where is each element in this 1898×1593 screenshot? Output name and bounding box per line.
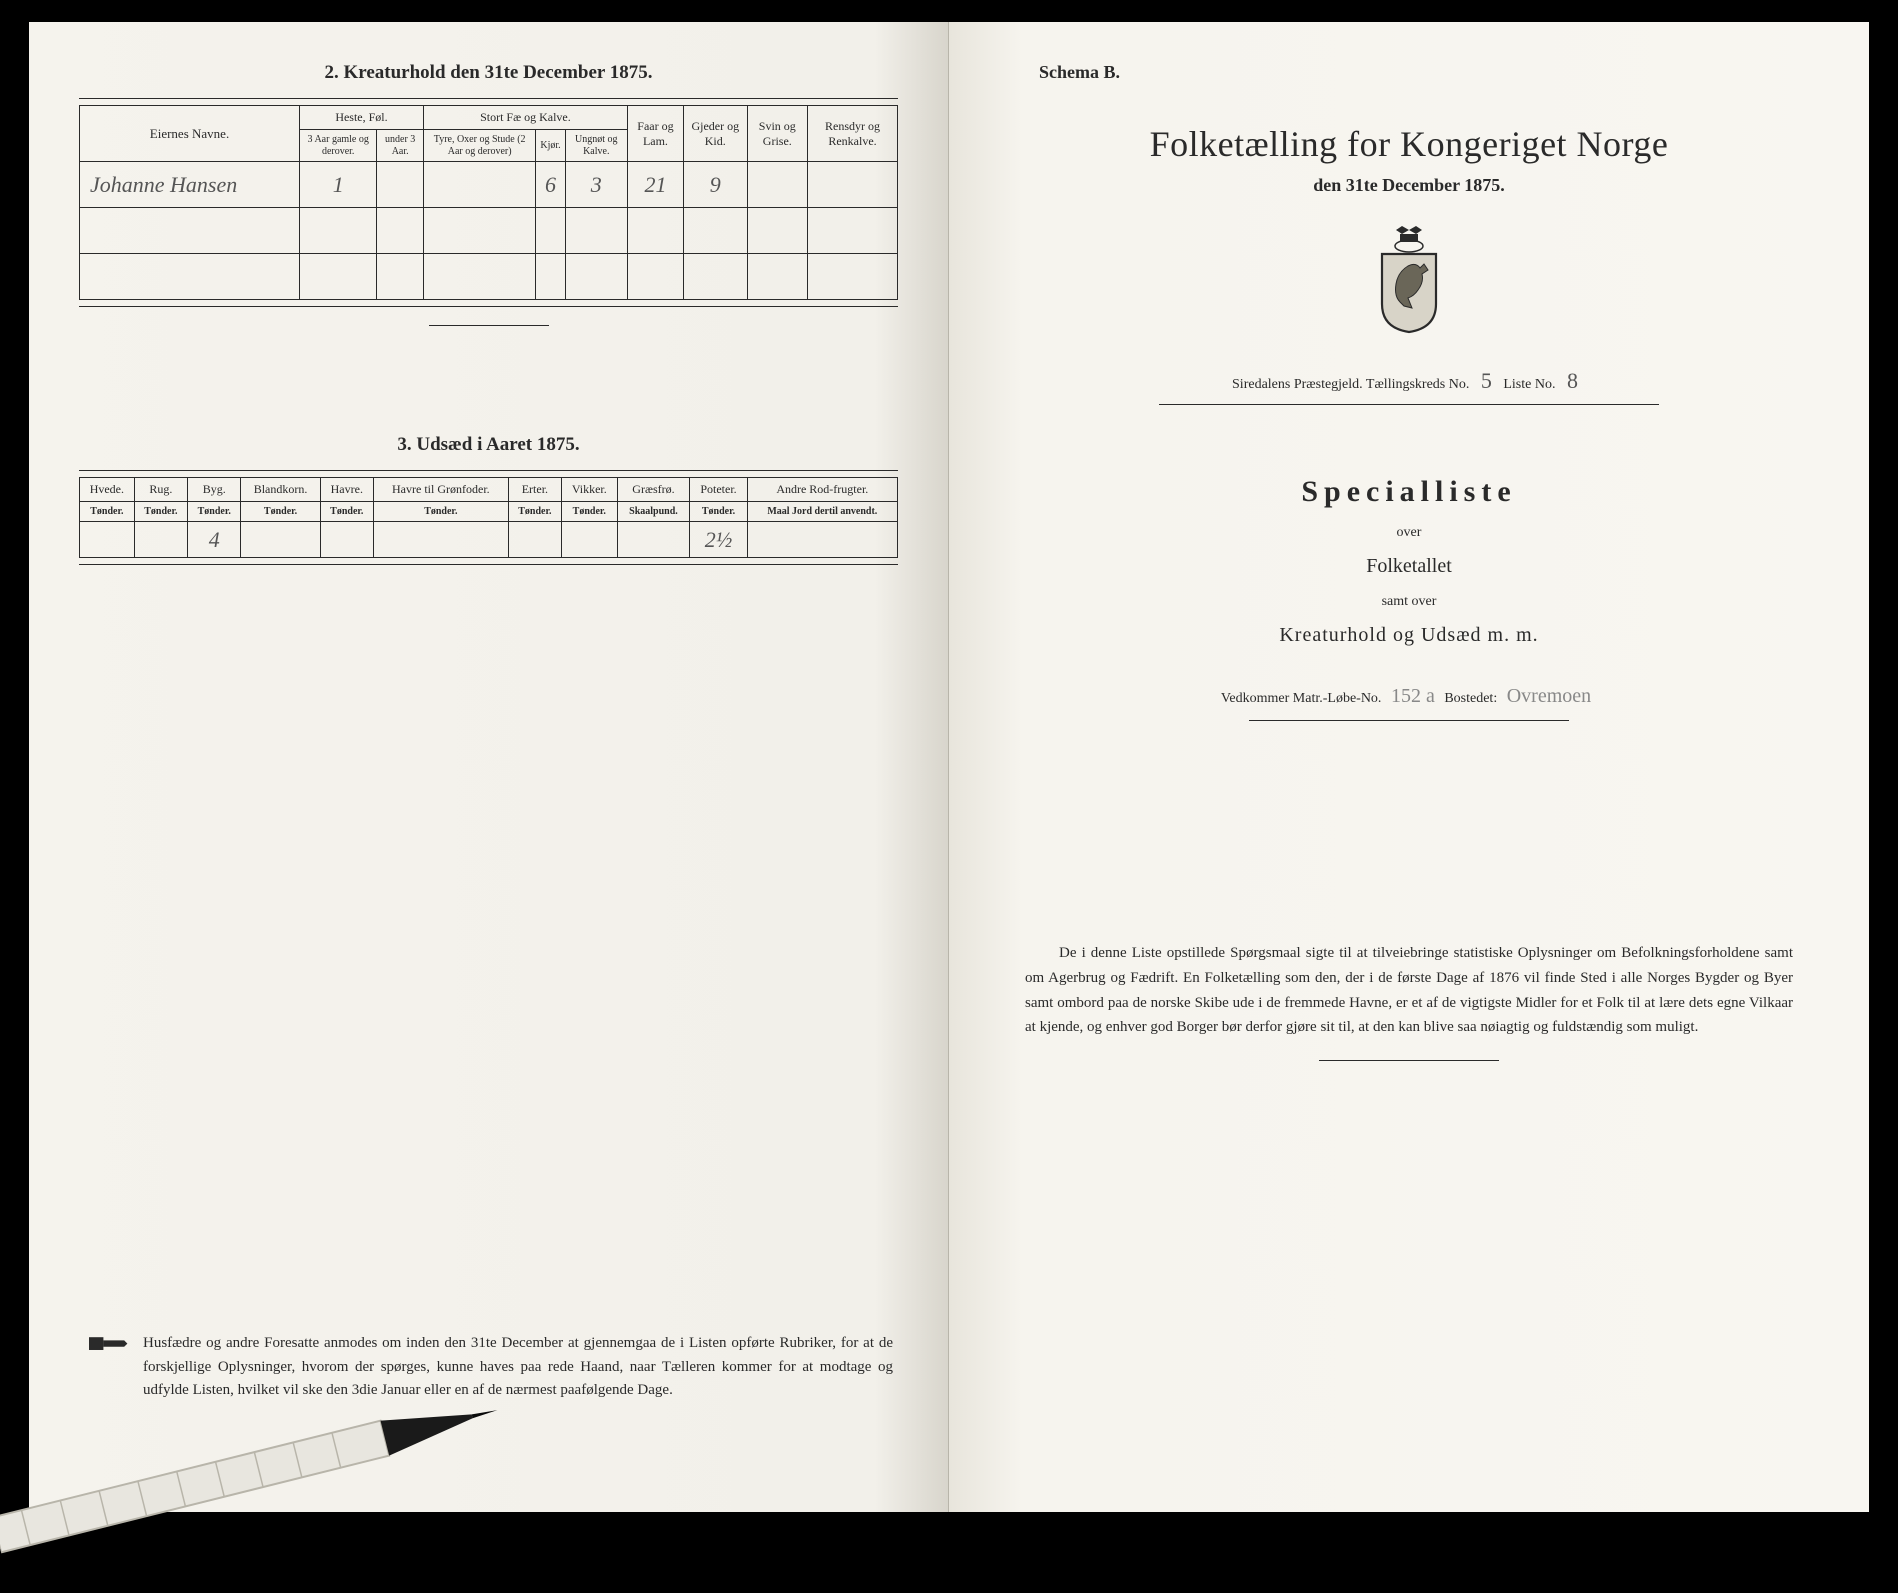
col-poteter: Poteter. — [690, 478, 747, 502]
cell-rensdyr — [808, 162, 898, 208]
kreds-line: Siredalens Præstegjeld. Tællingskreds No… — [1019, 368, 1799, 394]
cell — [617, 522, 690, 558]
col-stort: Stort Fæ og Kalve. — [423, 106, 627, 130]
unit: Tønder. — [690, 502, 747, 522]
unit: Tønder. — [562, 502, 618, 522]
matr-no: 152 a — [1385, 685, 1441, 707]
liste-label: Liste No. — [1503, 377, 1559, 392]
right-page: Schema B. Folketælling for Kongeriget No… — [949, 22, 1869, 1512]
footnote-block: Husfædre og andre Foresatte anmodes om i… — [89, 1332, 893, 1402]
unit: Tønder. — [508, 502, 561, 522]
rule — [1159, 404, 1659, 405]
unit: Skaalpund. — [617, 502, 690, 522]
col-rug: Rug. — [134, 478, 187, 502]
cell-svin — [747, 162, 807, 208]
cell — [747, 522, 897, 558]
col-gjeder: Gjeder og Kid. — [683, 106, 747, 162]
rule-short — [429, 325, 549, 326]
col-erter: Erter. — [508, 478, 561, 502]
left-page: 2. Kreaturhold den 31te December 1875. E… — [29, 22, 949, 1512]
cell-gjeder: 9 — [683, 162, 747, 208]
book-spread: 2. Kreaturhold den 31te December 1875. E… — [29, 22, 1869, 1512]
cell — [508, 522, 561, 558]
cell — [241, 522, 320, 558]
cell-faar: 21 — [627, 162, 683, 208]
cell-heste1: 1 — [300, 162, 377, 208]
schema-label: Schema B. — [1039, 62, 1799, 83]
unit: Tønder. — [134, 502, 187, 522]
cell — [374, 522, 509, 558]
udsaed-table: Hvede. Rug. Byg. Blandkorn. Havre. Havre… — [79, 477, 898, 558]
col-heste-sub1: 3 Aar gamle og derover. — [300, 130, 377, 162]
rule — [1249, 720, 1569, 721]
section2-title: 2. Kreaturhold den 31te December 1875. — [79, 62, 898, 84]
rule — [79, 306, 898, 307]
cell: 2½ — [690, 522, 747, 558]
intro-paragraph: De i denne Liste opstillede Spørgsmaal s… — [1025, 941, 1793, 1040]
cell-heste2 — [377, 162, 424, 208]
coat-of-arms-icon — [1364, 224, 1454, 334]
cell — [562, 522, 618, 558]
cell-stort1 — [423, 162, 535, 208]
kreds-no: 5 — [1473, 368, 1500, 393]
col-heste: Heste, Føl. — [300, 106, 424, 130]
col-svin: Svin og Grise. — [747, 106, 807, 162]
unit: Tønder. — [188, 502, 241, 522]
col-blandkorn: Blandkorn. — [241, 478, 320, 502]
col-stort-sub2: Kjør. — [536, 130, 565, 162]
table-row — [80, 208, 898, 254]
rule — [79, 564, 898, 565]
cell — [134, 522, 187, 558]
kreaturhold-heading: Kreaturhold og Udsæd m. m. — [1019, 624, 1799, 647]
cell-stort2: 6 — [536, 162, 565, 208]
unit: Tønder. — [241, 502, 320, 522]
vedkommer-line: Vedkommer Matr.-Løbe-No. 152 a Bostedet:… — [1019, 685, 1799, 708]
col-eiernes-navne: Eiernes Navne. — [80, 106, 300, 162]
cell-stort3: 3 — [565, 162, 627, 208]
col-stort-sub3: Ungnøt og Kalve. — [565, 130, 627, 162]
section3-title: 3. Udsæd i Aaret 1875. — [79, 434, 898, 456]
rule — [1319, 1060, 1499, 1061]
cell — [80, 522, 135, 558]
bostedet-label: Bostedet: — [1444, 691, 1500, 706]
unit: Tønder. — [374, 502, 509, 522]
col-hvede: Hvede. — [80, 478, 135, 502]
col-havregron: Havre til Grønfoder. — [374, 478, 509, 502]
liste-no: 8 — [1559, 368, 1586, 393]
table-row — [80, 254, 898, 300]
specialliste-heading: Specialliste — [1019, 475, 1799, 509]
footnote-text: Husfædre og andre Foresatte anmodes om i… — [143, 1332, 893, 1402]
rule — [79, 470, 898, 471]
col-andre: Andre Rod-frugter. — [747, 478, 897, 502]
folketallet-heading: Folketallet — [1019, 555, 1799, 578]
unit: Tønder. — [80, 502, 135, 522]
vedk-pre: Vedkommer Matr.-Løbe-No. — [1221, 691, 1385, 706]
rule — [79, 98, 898, 99]
cell: 4 — [188, 522, 241, 558]
cell — [320, 522, 373, 558]
bostedet: Ovremoen — [1501, 685, 1597, 707]
unit: Maal Jord dertil anvendt. — [747, 502, 897, 522]
kreatur-table: Eiernes Navne. Heste, Føl. Stort Fæ og K… — [79, 105, 898, 300]
kreds-pre: Siredalens Præstegjeld. Tællingskreds No… — [1232, 377, 1473, 392]
census-title: Folketælling for Kongeriget Norge — [1019, 123, 1799, 165]
col-stort-sub1: Tyre, Oxer og Stude (2 Aar og derover) — [423, 130, 535, 162]
samtover-label: samt over — [1019, 594, 1799, 610]
col-rensdyr: Rensdyr og Renkalve. — [808, 106, 898, 162]
col-byg: Byg. — [188, 478, 241, 502]
census-date: den 31te December 1875. — [1019, 175, 1799, 196]
col-heste-sub2: under 3 Aar. — [377, 130, 424, 162]
over-label: over — [1019, 525, 1799, 541]
unit: Tønder. — [320, 502, 373, 522]
table-row: Johanne Hansen 1 6 3 21 9 — [80, 162, 898, 208]
cell-name: Johanne Hansen — [80, 162, 300, 208]
col-graesfro: Græsfrø. — [617, 478, 690, 502]
col-vikker: Vikker. — [562, 478, 618, 502]
pointing-hand-icon — [89, 1334, 129, 1353]
col-faar: Faar og Lam. — [627, 106, 683, 162]
table-row: 4 2½ — [80, 522, 898, 558]
col-havre: Havre. — [320, 478, 373, 502]
